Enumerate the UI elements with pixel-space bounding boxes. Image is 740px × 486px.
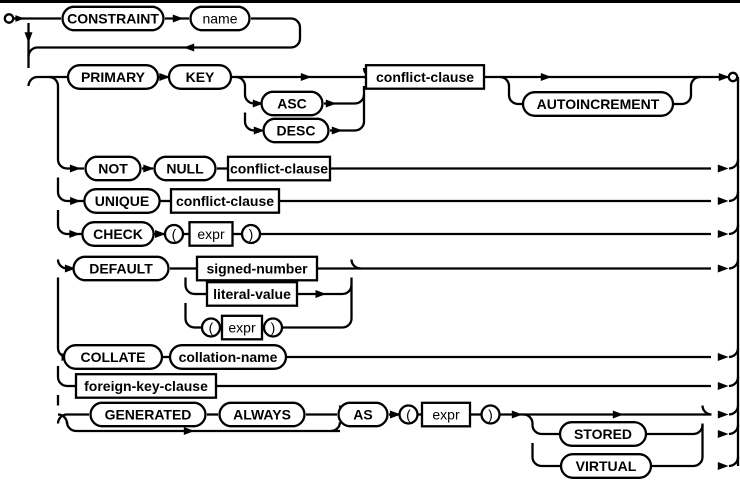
svg-text:UNIQUE: UNIQUE (95, 193, 149, 209)
svg-text:): ) (249, 226, 254, 242)
svg-text:ALWAYS: ALWAYS (233, 406, 291, 422)
svg-text:conflict-clause: conflict-clause (230, 160, 328, 176)
svg-text:ASC: ASC (277, 95, 307, 111)
svg-text:PRIMARY: PRIMARY (81, 69, 146, 85)
svg-text:conflict-clause: conflict-clause (376, 69, 474, 85)
svg-text:NOT: NOT (98, 160, 128, 176)
svg-text:DEFAULT: DEFAULT (89, 260, 153, 276)
svg-text:conflict-clause: conflict-clause (176, 193, 274, 209)
svg-text:expr: expr (197, 226, 225, 242)
svg-text:CHECK: CHECK (93, 226, 143, 242)
svg-text:KEY: KEY (186, 69, 215, 85)
svg-text:VIRTUAL: VIRTUAL (576, 458, 637, 474)
svg-text:AUTOINCREMENT: AUTOINCREMENT (537, 96, 660, 112)
svg-text:GENERATED: GENERATED (105, 406, 192, 422)
svg-text:NULL: NULL (166, 160, 204, 176)
svg-text:DESC: DESC (277, 122, 316, 138)
svg-text:literal-value: literal-value (213, 286, 291, 302)
svg-text:CONSTRAINT: CONSTRAINT (67, 10, 159, 26)
svg-text:name: name (202, 10, 237, 26)
svg-text:): ) (271, 319, 276, 335)
svg-text:collation-name: collation-name (179, 349, 278, 365)
svg-text:(: ( (172, 226, 177, 242)
svg-text:expr: expr (432, 406, 460, 422)
svg-text:(: ( (209, 319, 214, 335)
svg-text:signed-number: signed-number (206, 260, 308, 276)
svg-text:COLLATE: COLLATE (80, 349, 145, 365)
svg-text:): ) (488, 406, 493, 422)
svg-text:foreign-key-clause: foreign-key-clause (84, 378, 208, 394)
svg-text:expr: expr (228, 319, 256, 335)
svg-text:STORED: STORED (574, 426, 632, 442)
svg-text:(: ( (406, 406, 411, 422)
svg-text:AS: AS (353, 406, 372, 422)
